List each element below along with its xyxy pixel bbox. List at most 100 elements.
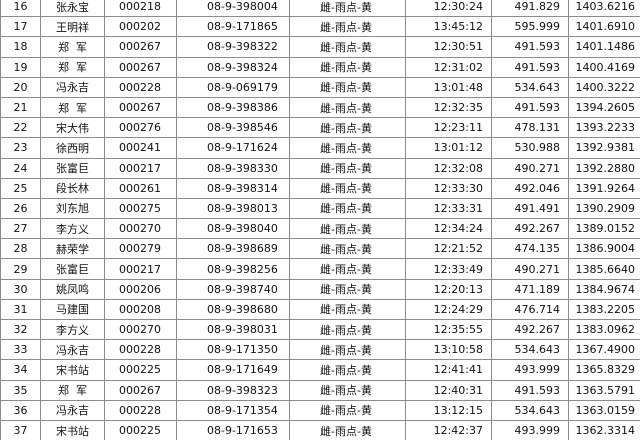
table-row: 19 郑 军 000267 08-9-398324 雌-雨点-黄 12:31:02 491.… (0, 56, 640, 78)
bird-info: 雌-雨点-黄 (289, 177, 406, 199)
distance: 490.271 (491, 258, 569, 280)
speed: 1401.6910 (568, 16, 640, 38)
table-row: 33 冯永吉 000228 08-9-171350 雌-雨点-黄 13:10:58 534.… (0, 339, 640, 361)
owner-id: 000228 (104, 76, 177, 98)
speed: 1363.0159 (568, 399, 640, 421)
speed: 1394.2605 (568, 96, 640, 119)
ring-number: 08-9-171624 (176, 137, 290, 159)
owner-id: 000270 (104, 318, 177, 341)
ring-number: 08-9-398013 (176, 197, 290, 220)
bird-info: 雌-雨点-黄 (289, 96, 406, 119)
owner-name: 郑 军 (40, 379, 105, 401)
bird-info: 雌-雨点-黄 (289, 117, 406, 139)
ring-number: 08-9-069179 (176, 76, 290, 98)
rank: 28 (0, 238, 41, 260)
rank: 29 (0, 258, 41, 280)
speed: 1392.2880 (568, 157, 640, 179)
rank: 24 (0, 157, 41, 179)
owner-id: 000267 (104, 56, 177, 78)
rank: 17 (0, 16, 41, 38)
distance: 534.643 (491, 399, 569, 421)
bird-info: 雌-雨点-黄 (289, 218, 406, 240)
table-row: 21 郑 军 000267 08-9-398386 雌-雨点-黄 12:32:35 491.… (0, 96, 640, 119)
owner-name: 张永宝 (40, 0, 105, 18)
distance: 474.135 (491, 238, 569, 260)
bird-info: 雌-雨点-黄 (289, 379, 406, 401)
arrival-time: 12:35:55 (405, 318, 492, 341)
arrival-time: 13:01:12 (405, 137, 492, 159)
distance: 492.267 (491, 318, 569, 341)
distance: 534.643 (491, 76, 569, 98)
rank: 27 (0, 218, 41, 240)
arrival-time: 13:10:58 (405, 339, 492, 361)
arrival-time: 12:32:35 (405, 96, 492, 119)
speed: 1363.5791 (568, 379, 640, 401)
ring-number: 08-9-398324 (176, 56, 290, 78)
table-row: 22 宋大伟 000276 08-9-398546 雌-雨点-黄 12:23:11 478.… (0, 117, 640, 139)
bird-info: 雌-雨点-黄 (289, 157, 406, 179)
owner-id: 000267 (104, 36, 177, 58)
bird-info: 雌-雨点-黄 (289, 278, 406, 300)
speed: 1401.1486 (568, 36, 640, 58)
arrival-time: 12:21:52 (405, 238, 492, 260)
speed: 1385.6640 (568, 258, 640, 280)
owner-name: 宋书站 (40, 419, 105, 440)
rank: 30 (0, 278, 41, 300)
speed: 1362.3314 (568, 419, 640, 440)
distance: 476.714 (491, 298, 569, 321)
table-row: 34 宋书站 000225 08-9-171649 雌-雨点-黄 12:41:41 493.… (0, 359, 640, 381)
table-row: 30 姚凤鸣 000206 08-9-398740 雌-雨点-黄 12:20:13 471.… (0, 278, 640, 300)
owner-name: 郑 军 (40, 36, 105, 58)
bird-info: 雌-雨点-黄 (289, 197, 406, 220)
table-row: 20 冯永吉 000228 08-9-069179 雌-雨点-黄 13:01:48 534.… (0, 76, 640, 98)
table-row: 16 张永宝 000218 08-9-398004 雌-雨点-黄 12:30:24 491.… (0, 0, 640, 18)
speed: 1403.6216 (568, 0, 640, 18)
ring-number: 08-9-171653 (176, 419, 290, 440)
speed: 1391.9264 (568, 177, 640, 199)
table-row: 26 刘东旭 000275 08-9-398013 雌-雨点-黄 12:33:31 491.… (0, 197, 640, 220)
speed: 1386.9004 (568, 238, 640, 260)
distance: 493.999 (491, 359, 569, 381)
distance: 492.046 (491, 177, 569, 199)
owner-id: 000267 (104, 379, 177, 401)
arrival-time: 12:33:30 (405, 177, 492, 199)
owner-id: 000202 (104, 16, 177, 38)
table-row: 24 张富巨 000217 08-9-398330 雌-雨点-黄 12:32:08 490.… (0, 157, 640, 179)
bird-info: 雌-雨点-黄 (289, 56, 406, 78)
rank: 25 (0, 177, 41, 199)
distance: 478.131 (491, 117, 569, 139)
owner-name: 刘东旭 (40, 197, 105, 220)
owner-id: 000225 (104, 359, 177, 381)
speed: 1393.2233 (568, 117, 640, 139)
arrival-time: 12:30:24 (405, 0, 492, 18)
speed: 1383.2205 (568, 298, 640, 321)
speed: 1400.3222 (568, 76, 640, 98)
ring-number: 08-9-398546 (176, 117, 290, 139)
speed: 1400.4169 (568, 56, 640, 78)
owner-name: 姚凤鸣 (40, 278, 105, 300)
ring-number: 08-9-398031 (176, 318, 290, 341)
distance: 471.189 (491, 278, 569, 300)
bird-info: 雌-雨点-黄 (289, 399, 406, 421)
arrival-time: 12:32:08 (405, 157, 492, 179)
ring-number: 08-9-398740 (176, 278, 290, 300)
owner-id: 000218 (104, 0, 177, 18)
table-row: 28 赫荣学 000279 08-9-398689 雌-雨点-黄 12:21:52 474.… (0, 238, 640, 260)
arrival-time: 12:30:51 (405, 36, 492, 58)
bird-info: 雌-雨点-黄 (289, 258, 406, 280)
table-row: 36 冯永吉 000228 08-9-171354 雌-雨点-黄 13:12:15 534.… (0, 399, 640, 421)
rank: 31 (0, 298, 41, 321)
ring-number: 08-9-398323 (176, 379, 290, 401)
ring-number: 08-9-398330 (176, 157, 290, 179)
speed: 1389.0152 (568, 218, 640, 240)
ring-number: 08-9-398040 (176, 218, 290, 240)
arrival-time: 13:12:15 (405, 399, 492, 421)
distance: 493.999 (491, 419, 569, 440)
rank: 22 (0, 117, 41, 139)
owner-id: 000261 (104, 177, 177, 199)
ring-number: 08-9-171649 (176, 359, 290, 381)
ring-number: 08-9-398314 (176, 177, 290, 199)
owner-id: 000279 (104, 238, 177, 260)
